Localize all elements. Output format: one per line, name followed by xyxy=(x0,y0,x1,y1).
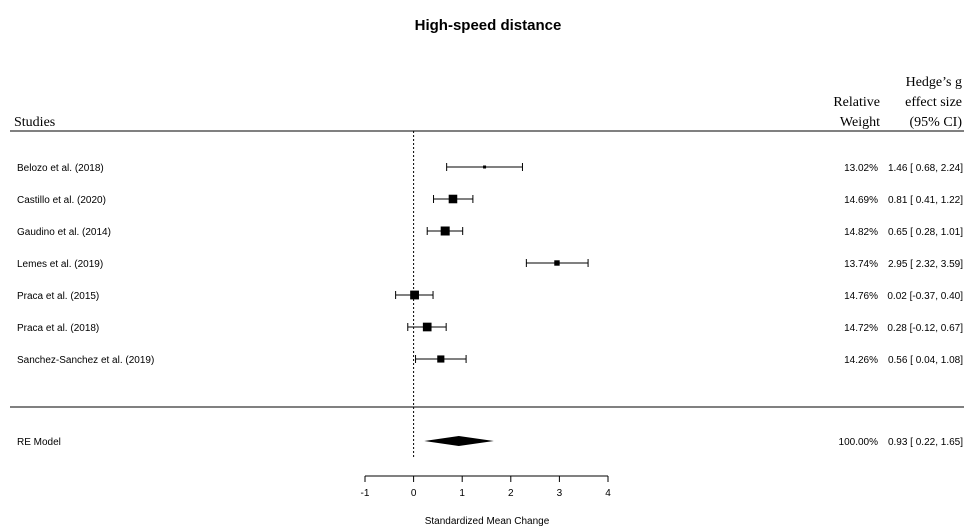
point-estimate xyxy=(554,260,560,266)
study-row: Castillo et al. (2020) 14.69% 0.81 [ 0.41,… xyxy=(17,194,963,206)
study-row: Praca et al. (2015) 14.76% 0.02 [-0.37, 0.… xyxy=(17,290,963,302)
x-axis: -1 0 1 2 3 4 xyxy=(361,475,611,499)
x-tick-label: 4 xyxy=(605,488,611,499)
point-estimate xyxy=(422,322,432,332)
point-estimate xyxy=(410,290,419,300)
x-tick-label: 1 xyxy=(459,488,465,499)
effect-label: 0.81 [ 0.41, 1.22] xyxy=(888,195,963,206)
effect-label: 2.95 [ 2.32, 3.59] xyxy=(888,259,963,270)
point-estimate xyxy=(483,165,487,169)
study-row: Belozo et al. (2018) 13.02% 1.46 [ 0.68, 2… xyxy=(17,163,963,174)
weight-label: 13.74% xyxy=(844,259,878,270)
summary-diamond xyxy=(424,436,494,446)
study-name: Gaudino et al. (2014) xyxy=(17,227,111,238)
weight-label: 13.02% xyxy=(844,163,878,174)
study-name: Praca et al. (2015) xyxy=(17,291,99,302)
study-row: Sanchez-Sanchez et al. (2019) 14.26% 0.56 … xyxy=(17,355,963,366)
header-effect-line3: (95% CI) xyxy=(910,115,963,130)
study-row: Praca et al. (2018) 14.72% 0.28 [-0.12, 0.… xyxy=(17,322,963,334)
summary-name: RE Model xyxy=(17,437,61,448)
effect-label: 1.46 [ 0.68, 2.24] xyxy=(888,163,963,174)
study-name: Praca et al. (2018) xyxy=(17,323,99,334)
header-studies: Studies xyxy=(14,115,55,130)
study-row: Lemes et al. (2019) 13.74% 2.95 [ 2.32, 3.… xyxy=(17,259,963,270)
study-row: Gaudino et al. (2014) 14.82% 0.65 [ 0.28, … xyxy=(17,226,963,238)
point-estimate xyxy=(440,226,450,236)
study-name: Lemes et al. (2019) xyxy=(17,259,103,270)
summary-weight-label: 100.00% xyxy=(839,437,879,448)
x-tick-label: -1 xyxy=(361,488,370,499)
x-tick-label: 3 xyxy=(557,488,563,499)
effect-label: 0.56 [ 0.04, 1.08] xyxy=(888,355,963,366)
x-tick-label: 0 xyxy=(411,488,417,499)
header-weight-line2: Weight xyxy=(840,115,880,130)
weight-label: 14.82% xyxy=(844,227,878,238)
study-name: Sanchez-Sanchez et al. (2019) xyxy=(17,355,154,366)
studies-layer: Belozo et al. (2018) 13.02% 1.46 [ 0.68, 2… xyxy=(17,163,963,366)
x-axis-label: Standardized Mean Change xyxy=(425,516,550,527)
effect-label: 0.02 [-0.37, 0.40] xyxy=(887,291,963,302)
summary-layer: RE Model 100.00% 0.93 [ 0.22, 1.65] xyxy=(17,436,963,448)
header-effect-line2: effect size xyxy=(905,95,962,110)
weight-label: 14.76% xyxy=(844,291,878,302)
effect-label: 0.28 [-0.12, 0.67] xyxy=(887,323,963,334)
chart-title: High-speed distance xyxy=(415,17,562,34)
study-name: Castillo et al. (2020) xyxy=(17,195,106,206)
summary-effect-label: 0.93 [ 0.22, 1.65] xyxy=(888,437,963,448)
weight-label: 14.69% xyxy=(844,195,878,206)
x-tick-label: 2 xyxy=(508,488,514,499)
effect-label: 0.65 [ 0.28, 1.01] xyxy=(888,227,963,238)
point-estimate xyxy=(437,355,445,363)
header-weight-line1: Relative xyxy=(833,95,880,110)
weight-label: 14.26% xyxy=(844,355,878,366)
weight-label: 14.72% xyxy=(844,323,878,334)
header-effect-line1: Hedge’s g xyxy=(906,75,962,90)
point-estimate xyxy=(448,194,458,204)
study-name: Belozo et al. (2018) xyxy=(17,163,104,174)
